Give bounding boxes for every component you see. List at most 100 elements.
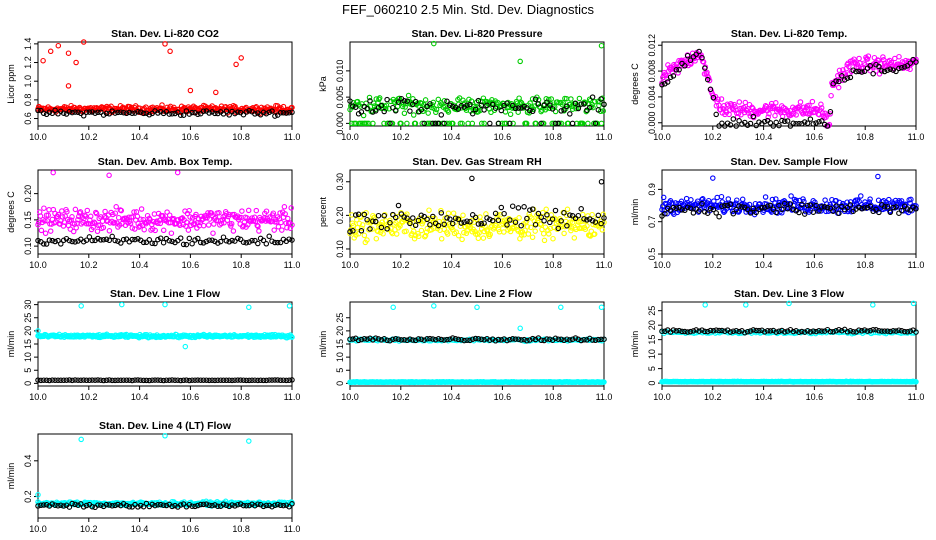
data-point [673, 205, 680, 211]
data-point [220, 111, 227, 117]
data-point [719, 327, 725, 334]
data-point [152, 377, 158, 383]
data-point [412, 98, 419, 105]
data-point [266, 233, 272, 240]
data-point [243, 377, 250, 384]
data-point [72, 109, 78, 115]
data-point [856, 68, 862, 75]
data-point [183, 108, 190, 114]
y-tick-label: 0.012 [647, 34, 657, 57]
data-point [279, 227, 285, 233]
x-tick-label: 10.4 [131, 524, 149, 534]
data-point [155, 110, 161, 116]
data-point [510, 120, 516, 127]
data-point [896, 210, 902, 216]
data-point [75, 216, 81, 223]
data-point [824, 111, 831, 118]
x-tick-label: 10.0 [653, 392, 671, 402]
data-point [568, 227, 574, 234]
data-point [776, 202, 782, 209]
data-point [870, 70, 876, 77]
x-tick-label: 10.8 [544, 392, 562, 402]
data-point [713, 327, 719, 333]
data-point [115, 501, 121, 508]
data-point [206, 216, 213, 222]
y-tick-label: 0.004 [647, 86, 657, 109]
data-point [684, 52, 691, 59]
data-point [229, 502, 235, 508]
y-tick-label: 1.4 [23, 38, 33, 51]
data-point [446, 120, 453, 127]
data-point [210, 230, 216, 236]
data-point [52, 107, 58, 114]
data-point [449, 103, 456, 110]
data-point [246, 438, 252, 444]
data-point [288, 205, 294, 211]
data-point [569, 120, 576, 127]
data-point [255, 240, 261, 247]
data-point [515, 336, 522, 342]
data-point [40, 241, 47, 247]
data-point [249, 377, 255, 384]
data-point [458, 220, 465, 226]
data-point [92, 110, 98, 116]
data-point [744, 206, 751, 213]
data-point [405, 92, 412, 99]
data-point [49, 501, 56, 507]
data-point [58, 502, 64, 509]
data-point [224, 217, 231, 223]
data-point [893, 68, 899, 75]
data-point [898, 328, 905, 334]
data-point [575, 105, 582, 112]
data-point [544, 336, 550, 342]
x-tick-label: 10.6 [182, 132, 200, 142]
x-tick-label: 10.0 [341, 132, 359, 142]
data-point [106, 111, 113, 117]
data-point [72, 501, 78, 508]
data-point [177, 377, 184, 384]
data-point [132, 236, 138, 243]
data-point [682, 63, 688, 69]
data-point [493, 222, 499, 228]
data-point [679, 207, 685, 213]
data-point [767, 202, 774, 209]
y-tick-label: 10 [647, 349, 657, 359]
data-point [464, 102, 470, 108]
data-point [47, 48, 54, 55]
data-point [584, 223, 590, 229]
data-point [688, 61, 694, 67]
data-point [229, 377, 235, 384]
panels-container: Stan. Dev. Li-820 CO2 10.0 10.2 10.4 10.6 10.… [6, 28, 924, 534]
data-point [195, 502, 201, 509]
data-point [913, 206, 919, 212]
data-point [55, 503, 61, 509]
data-point [160, 239, 167, 246]
y-tick-label: 20 [647, 320, 657, 330]
data-point [517, 58, 523, 65]
data-point [564, 336, 570, 342]
data-point [492, 105, 499, 111]
data-point [699, 54, 705, 61]
data-point [239, 208, 245, 214]
data-series [35, 107, 295, 119]
data-point [387, 120, 393, 127]
data-point [472, 214, 479, 221]
data-point [177, 112, 184, 118]
data-point [887, 209, 894, 216]
data-point [807, 329, 814, 335]
data-point [696, 208, 702, 214]
data-point [896, 327, 902, 333]
y-tick-label: 5 [23, 368, 33, 373]
data-point [700, 196, 706, 202]
data-point [541, 237, 548, 244]
data-point [61, 219, 68, 225]
y-tick-label: 0.005 [335, 86, 345, 109]
data-point [379, 219, 386, 225]
data-point [246, 377, 252, 384]
data-point [504, 222, 510, 228]
data-point [707, 327, 714, 334]
data-point [861, 327, 868, 333]
data-point [263, 377, 270, 384]
data-point [796, 209, 802, 216]
data-point [272, 113, 278, 119]
